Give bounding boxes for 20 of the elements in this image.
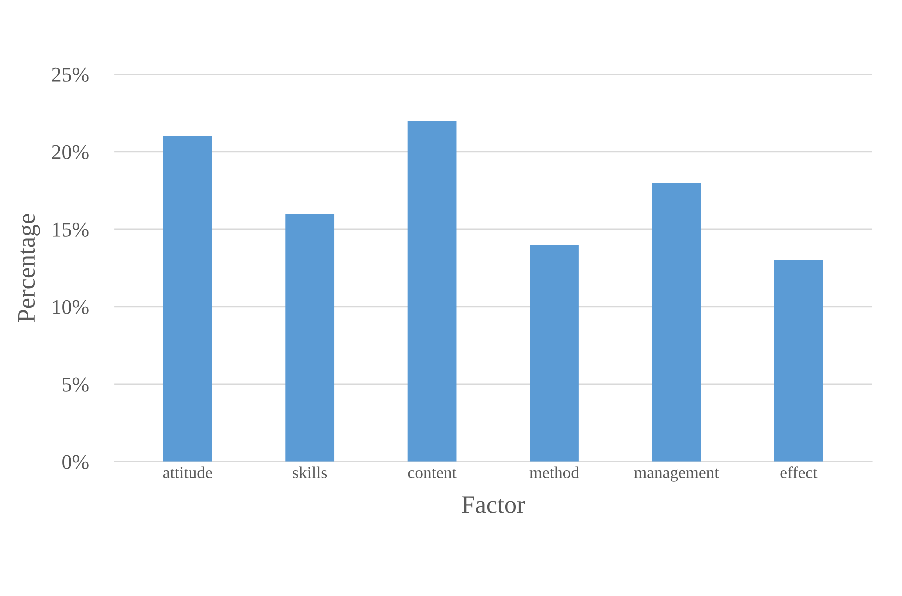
x-tick-label: attitude: [163, 466, 212, 478]
x-axis-title: Factor: [462, 496, 526, 514]
y-tick-label: 20%: [52, 145, 89, 160]
x-tick-label: content: [408, 468, 457, 478]
x-tick-label: method: [530, 466, 580, 478]
bar: [652, 182, 702, 462]
y-tick-label: 25%: [52, 68, 89, 82]
x-tick-label: skills: [293, 466, 328, 478]
x-tick-label: management: [634, 468, 720, 482]
y-tick-label: 0%: [62, 455, 89, 470]
y-tick-label: 10%: [53, 300, 89, 314]
y-tick-label: 5%: [62, 378, 89, 392]
bar: [286, 214, 335, 462]
bar: [408, 120, 457, 462]
bar: [530, 244, 579, 462]
y-axis-title: Percentage: [18, 214, 40, 322]
x-tick-label: effect: [780, 466, 818, 478]
bar: [774, 260, 824, 462]
bar: [163, 136, 212, 462]
y-tick-label: 15%: [53, 222, 89, 237]
